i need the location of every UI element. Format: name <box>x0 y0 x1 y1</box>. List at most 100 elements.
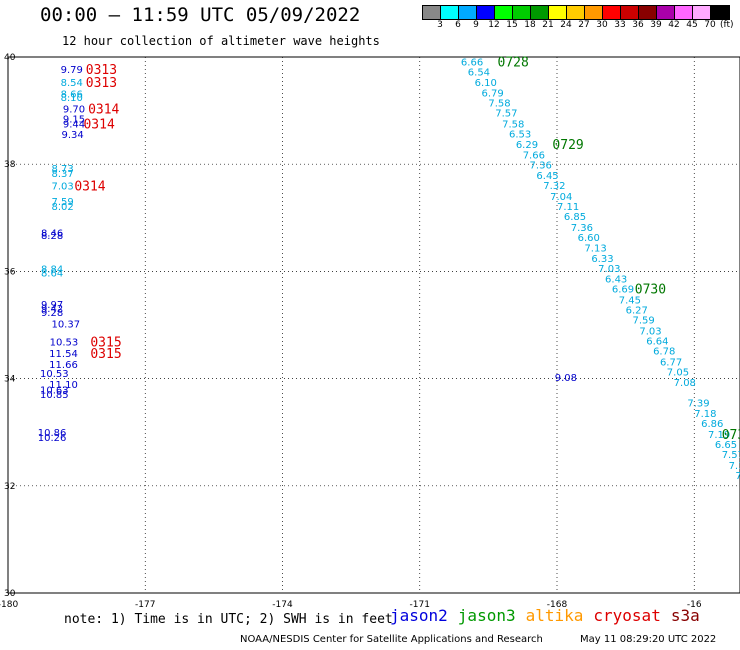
swh-value-label: 7.03 <box>598 264 620 275</box>
swh-value-label: 9.08 <box>555 373 577 384</box>
color-scale-tick-label: 6 <box>455 20 461 30</box>
y-tick-label: 38 <box>4 160 16 170</box>
x-tick-label: -177 <box>135 600 155 610</box>
color-swatch <box>585 6 603 19</box>
pass-time-label: 0730 <box>635 283 666 298</box>
color-swatch <box>675 6 693 19</box>
swh-value-label: 6.65 <box>715 440 737 451</box>
swh-value-label: 7.32 <box>543 181 565 192</box>
swh-value-label: 8.10 <box>61 93 83 104</box>
swh-value-label: 6.77 <box>660 357 682 368</box>
color-swatch <box>495 6 513 19</box>
color-scale-tick-label: 12 <box>488 20 500 30</box>
swh-value-label: 10.85 <box>40 390 69 401</box>
swh-value-label: 10.63 <box>40 385 69 396</box>
color-swatch <box>477 6 495 19</box>
color-swatch <box>711 6 729 19</box>
color-scale-tick-label: 18 <box>524 20 536 30</box>
swh-value-label: 7.58 <box>502 119 524 130</box>
color-swatch <box>621 6 639 19</box>
color-scale-unit: (ft) <box>720 20 734 30</box>
pass-time-label: 0729 <box>552 138 583 153</box>
color-swatch <box>441 6 459 19</box>
swh-value-label: 8.64 <box>41 268 63 279</box>
swh-value-label: 6.43 <box>605 274 627 285</box>
swh-value-label: 6.10 <box>475 78 497 89</box>
swh-value-label: 6.33 <box>591 254 613 265</box>
generation-timestamp: May 11 08:29:20 UTC 2022 <box>580 634 717 645</box>
swh-value-label: 9.28 <box>41 308 63 319</box>
color-scale-tick-label: 27 <box>578 20 590 30</box>
pass-time-label: 0315 <box>90 347 121 362</box>
x-tick-label: -180 <box>0 600 18 610</box>
pass-time-label: 0731 <box>722 428 740 443</box>
swh-value-label: 7.36 <box>571 223 593 234</box>
swh-value-label: 7.45 <box>619 295 641 306</box>
swh-value-label: 10.53 <box>40 369 69 380</box>
plot-frame <box>7 56 740 594</box>
color-swatch <box>513 6 531 19</box>
swh-value-label: 7.59 <box>51 197 73 208</box>
swh-value-label: 8.66 <box>61 89 83 100</box>
swh-value-label: 6.27 <box>626 305 648 316</box>
pass-time-label: 0728 <box>498 55 529 70</box>
color-swatch <box>693 6 711 19</box>
data-layer: 9.79 9.709.159.449.34 8.468.28 9.979.429.28… <box>38 55 740 482</box>
swh-value-label: 11.10 <box>49 380 78 391</box>
color-scale-tick-label: 70 <box>704 20 716 30</box>
swh-value-label: 6.64 <box>646 337 668 348</box>
swh-value-label: 9.70 <box>63 104 85 115</box>
swh-value-label: 6.60 <box>578 233 600 244</box>
color-scale-tick-label: 33 <box>614 20 626 30</box>
color-swatch <box>567 6 585 19</box>
swh-value-label: 11.66 <box>49 360 78 371</box>
swh-value-label: 9.97 <box>41 300 63 311</box>
swh-value-label: 8.02 <box>51 202 73 213</box>
satellite-legend: jason2 jason3 altika cryosat s3a <box>390 606 710 625</box>
swh-value-label: 9.34 <box>62 130 84 141</box>
color-scale-tick-label: 39 <box>650 20 662 30</box>
swh-value-label: 7.55 <box>735 471 740 482</box>
swh-value-label: 9.44 <box>63 119 85 130</box>
color-swatch <box>657 6 675 19</box>
swh-value-label: 8.28 <box>41 231 63 242</box>
y-tick-label: 32 <box>4 482 15 492</box>
swh-value-label: 7.19 <box>729 461 740 472</box>
color-scale-tick-label: 24 <box>560 20 572 30</box>
color-scale-labels: 3 6 9 12 15 18 21 24 27 30 33 36 39 42 45 70 (ft) <box>422 20 740 32</box>
x-tick-label: -168 <box>547 600 568 610</box>
color-scale-tick-label: 21 <box>542 20 554 30</box>
swh-value-label: 7.57 <box>495 109 517 120</box>
color-scale-tick-label: 30 <box>596 20 608 30</box>
swh-value-label: 9.15 <box>63 115 85 126</box>
swh-value-label: 6.29 <box>516 140 538 151</box>
swh-value-label: 6.78 <box>653 347 675 358</box>
swh-value-label: 9.79 <box>61 65 83 76</box>
swh-value-label: 7.39 <box>687 399 709 410</box>
color-swatch <box>603 6 621 19</box>
swh-value-label: 6.66 <box>461 57 483 68</box>
swh-value-label: 7.08 <box>674 378 696 389</box>
y-tick-label: 36 <box>4 267 16 277</box>
legend-item-jason2: jason2 <box>390 606 448 625</box>
swh-value-label: 6.45 <box>536 171 558 182</box>
swh-value-label: 10.37 <box>51 319 80 330</box>
swh-value-label: 8.54 <box>61 78 83 89</box>
color-swatch <box>639 6 657 19</box>
legend-item-altika: altika <box>525 606 584 625</box>
color-swatch <box>423 6 441 19</box>
credit-line: NOAA/NESDIS Center for Satellite Applica… <box>240 634 543 645</box>
y-tick-label: 30 <box>4 589 16 599</box>
swh-value-label: 11.54 <box>49 349 78 360</box>
y-tick-label: 40 <box>4 53 16 63</box>
swh-value-label: 7.03 <box>51 182 73 193</box>
color-swatch <box>549 6 567 19</box>
color-scale-tick-label: 45 <box>686 20 698 30</box>
swh-value-label: 7.59 <box>632 316 654 327</box>
color-scale-tick-label: 3 <box>437 20 443 30</box>
swh-value-label: 10.26 <box>38 433 67 444</box>
color-swatch <box>459 6 477 19</box>
swh-value-label: 7.05 <box>667 368 689 379</box>
chart-subtitle: 12 hour collection of altimeter wave hei… <box>62 34 380 48</box>
